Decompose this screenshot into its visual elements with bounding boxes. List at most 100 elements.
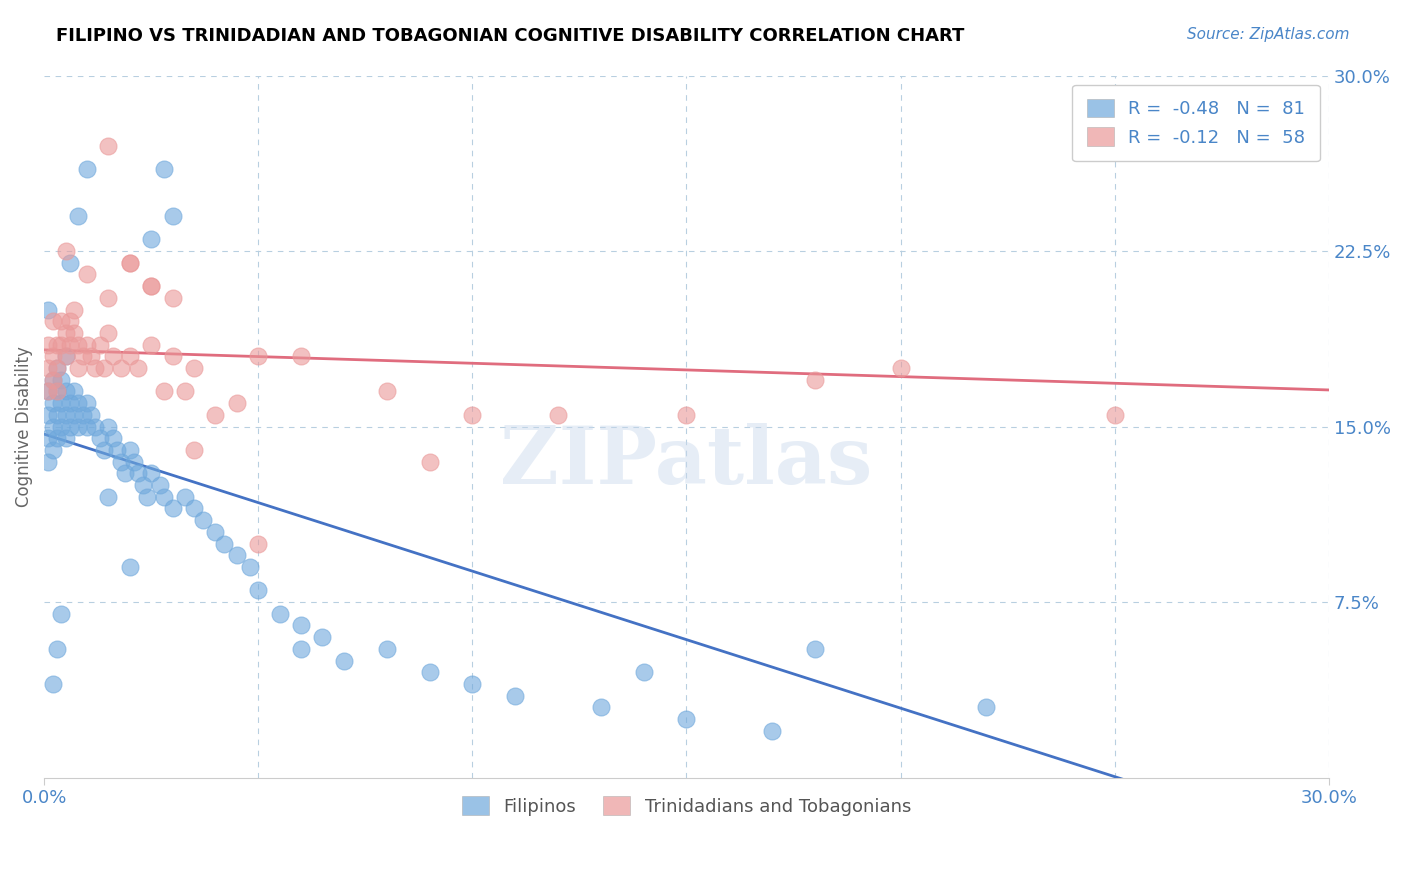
Point	[55, 408, 77, 422]
Point	[63, 326, 86, 340]
Point	[55, 384, 77, 399]
Point	[41, 442, 63, 457]
Point	[127, 467, 149, 481]
Point	[761, 723, 783, 738]
Point	[212, 536, 235, 550]
Point	[63, 408, 86, 422]
Point	[547, 408, 569, 422]
Point	[149, 478, 172, 492]
Point	[46, 384, 69, 399]
Point	[375, 641, 398, 656]
Point	[118, 442, 141, 457]
Point	[37, 361, 59, 376]
Point	[311, 630, 333, 644]
Point	[183, 361, 205, 376]
Point	[59, 314, 82, 328]
Point	[97, 291, 120, 305]
Point	[51, 373, 73, 387]
Point	[153, 490, 176, 504]
Point	[141, 337, 163, 351]
Point	[67, 361, 90, 376]
Point	[59, 337, 82, 351]
Point	[51, 607, 73, 621]
Point	[59, 396, 82, 410]
Point	[76, 268, 98, 282]
Point	[93, 442, 115, 457]
Point	[162, 349, 184, 363]
Point	[46, 361, 69, 376]
Point	[204, 524, 226, 539]
Point	[418, 455, 440, 469]
Point	[41, 314, 63, 328]
Point	[118, 560, 141, 574]
Point	[118, 256, 141, 270]
Point	[675, 712, 697, 726]
Point	[37, 408, 59, 422]
Point	[97, 419, 120, 434]
Point	[225, 548, 247, 562]
Point	[41, 349, 63, 363]
Point	[67, 396, 90, 410]
Point	[290, 349, 312, 363]
Legend: Filipinos, Trinidadians and Tobagonians: Filipinos, Trinidadians and Tobagonians	[453, 788, 920, 825]
Point	[37, 302, 59, 317]
Point	[141, 279, 163, 293]
Point	[162, 501, 184, 516]
Point	[101, 349, 124, 363]
Point	[118, 349, 141, 363]
Text: Source: ZipAtlas.com: Source: ZipAtlas.com	[1187, 27, 1350, 42]
Point	[1104, 408, 1126, 422]
Point	[131, 478, 153, 492]
Point	[204, 408, 226, 422]
Point	[174, 384, 197, 399]
Point	[67, 419, 90, 434]
Point	[290, 641, 312, 656]
Point	[51, 314, 73, 328]
Point	[76, 396, 98, 410]
Point	[67, 337, 90, 351]
Point	[375, 384, 398, 399]
Point	[890, 361, 912, 376]
Point	[141, 232, 163, 246]
Point	[162, 291, 184, 305]
Point	[174, 490, 197, 504]
Point	[804, 373, 827, 387]
Point	[105, 442, 128, 457]
Point	[46, 431, 69, 445]
Point	[93, 361, 115, 376]
Point	[67, 209, 90, 223]
Point	[46, 361, 69, 376]
Point	[114, 467, 136, 481]
Point	[333, 654, 356, 668]
Point	[37, 384, 59, 399]
Point	[37, 431, 59, 445]
Point	[97, 490, 120, 504]
Point	[461, 408, 484, 422]
Point	[183, 442, 205, 457]
Point	[97, 326, 120, 340]
Point	[110, 361, 132, 376]
Point	[37, 455, 59, 469]
Point	[84, 419, 107, 434]
Point	[127, 361, 149, 376]
Point	[51, 337, 73, 351]
Point	[41, 419, 63, 434]
Point	[101, 431, 124, 445]
Point	[191, 513, 214, 527]
Text: ZIPatlas: ZIPatlas	[501, 423, 873, 500]
Point	[247, 583, 270, 598]
Point	[135, 490, 157, 504]
Point	[55, 349, 77, 363]
Point	[63, 302, 86, 317]
Point	[89, 431, 111, 445]
Point	[269, 607, 291, 621]
Point	[804, 641, 827, 656]
Point	[72, 408, 94, 422]
Point	[122, 455, 145, 469]
Point	[76, 337, 98, 351]
Point	[183, 501, 205, 516]
Point	[55, 244, 77, 258]
Point	[84, 361, 107, 376]
Point	[76, 162, 98, 177]
Point	[46, 641, 69, 656]
